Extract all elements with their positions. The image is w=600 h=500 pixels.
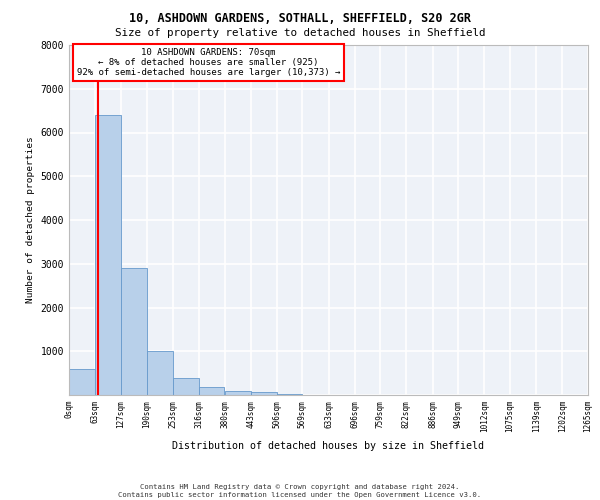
- Bar: [277, 394, 302, 395]
- Text: 10, ASHDOWN GARDENS, SOTHALL, SHEFFIELD, S20 2GR: 10, ASHDOWN GARDENS, SOTHALL, SHEFFIELD,…: [129, 12, 471, 26]
- Bar: [121, 268, 147, 395]
- Bar: [199, 388, 224, 395]
- Text: Size of property relative to detached houses in Sheffield: Size of property relative to detached ho…: [115, 28, 485, 38]
- Bar: [173, 378, 199, 395]
- Bar: [69, 369, 95, 395]
- Text: Contains HM Land Registry data © Crown copyright and database right 2024.
Contai: Contains HM Land Registry data © Crown c…: [118, 484, 482, 498]
- Bar: [225, 390, 251, 395]
- Bar: [251, 392, 277, 395]
- Text: 10 ASHDOWN GARDENS: 70sqm
← 8% of detached houses are smaller (925)
92% of semi-: 10 ASHDOWN GARDENS: 70sqm ← 8% of detach…: [77, 48, 340, 78]
- X-axis label: Distribution of detached houses by size in Sheffield: Distribution of detached houses by size …: [173, 440, 485, 450]
- Y-axis label: Number of detached properties: Number of detached properties: [26, 136, 35, 304]
- Bar: [95, 115, 121, 395]
- Bar: [147, 351, 173, 395]
